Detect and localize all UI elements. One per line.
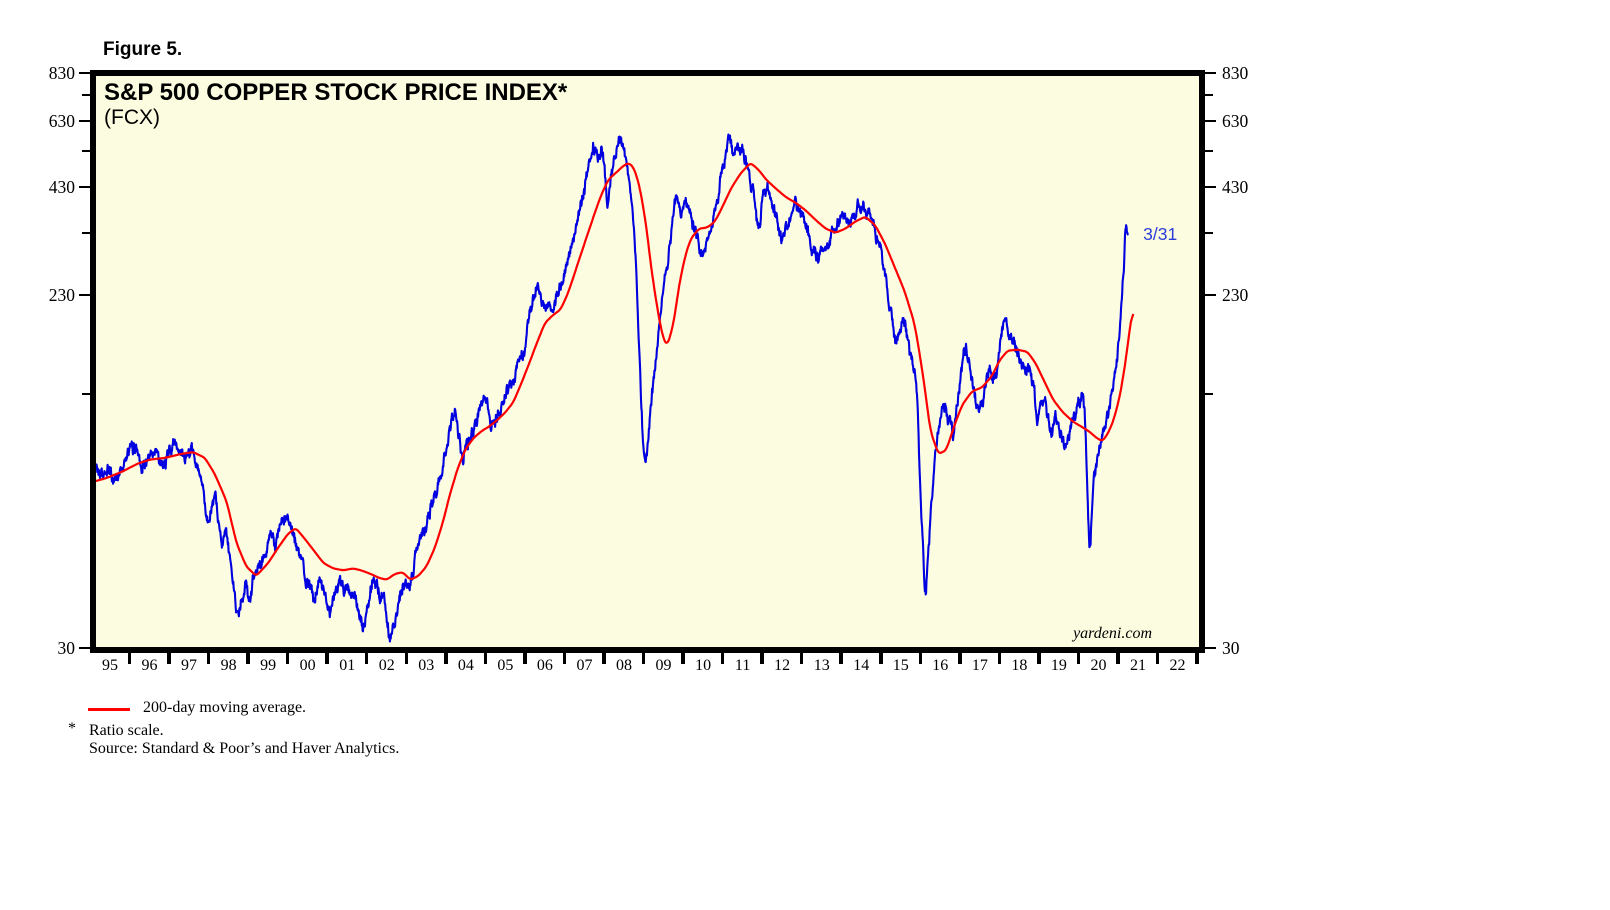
- x-axis-year-label: 14: [853, 657, 870, 674]
- y-axis-minor-tick: [82, 393, 90, 396]
- moving-average-line: [96, 162, 1135, 581]
- x-axis-year-label: 20: [1090, 657, 1107, 674]
- y-axis-tick: [79, 294, 90, 297]
- y-axis-tick: [79, 647, 90, 650]
- y-axis-label-left: 830: [48, 63, 75, 83]
- y-axis-label-right: 630: [1222, 110, 1249, 131]
- x-axis-year-label: 95: [101, 657, 118, 674]
- x-axis-year-label: 19: [1050, 657, 1067, 674]
- y-axis-tick: [1205, 119, 1216, 122]
- x-axis-year-label: 21: [1130, 657, 1146, 674]
- y-axis-minor-tick: [82, 149, 90, 152]
- x-axis-tick: [918, 653, 923, 664]
- y-axis-minor-tick: [1205, 393, 1213, 396]
- x-axis-tick: [602, 653, 606, 664]
- x-axis-year-label: 07: [576, 657, 593, 674]
- y-axis-minor-tick: [82, 94, 90, 97]
- y-axis-tick: [79, 72, 90, 75]
- x-axis-tick: [997, 653, 1002, 664]
- chart-title: S&P 500 COPPER STOCK PRICE INDEX*: [104, 79, 568, 106]
- x-axis-tick: [641, 653, 646, 664]
- x-axis-year-label: 13: [813, 657, 830, 674]
- footnote-source: Source: Standard & Poor’s and Haver Anal…: [89, 740, 400, 757]
- chart-subtitle: (FCX): [104, 106, 160, 129]
- y-axis-tick: [1205, 185, 1216, 189]
- chart-plot-area: [96, 133, 1135, 643]
- x-axis-year-label: 97: [181, 657, 198, 674]
- y-axis-tick: [79, 185, 90, 189]
- x-axis-tick: [1116, 653, 1120, 664]
- y-axis-minor-tick: [1205, 231, 1213, 234]
- y-axis-label-left: 230: [48, 285, 75, 306]
- y-axis-label-right: 830: [1222, 63, 1249, 83]
- x-axis-tick: [1155, 653, 1160, 664]
- x-axis-year-label: 00: [299, 657, 316, 674]
- figure-label: Figure 5.: [103, 39, 183, 60]
- x-axis-tick: [325, 653, 329, 664]
- x-axis-year-label: 05: [497, 657, 514, 674]
- x-axis-tick: [1195, 653, 1199, 664]
- yardeni-watermark: yardeni.com: [1073, 625, 1152, 642]
- x-axis-tick: [167, 653, 171, 664]
- x-axis-year-label: 17: [971, 657, 988, 674]
- x-axis-tick: [839, 653, 843, 664]
- y-axis-tick: [79, 119, 90, 122]
- x-axis-tick: [879, 653, 883, 664]
- x-axis-tick: [483, 653, 488, 664]
- x-axis-tick: [444, 653, 448, 664]
- x-axis-tick: [799, 653, 804, 664]
- x-axis-year-label: 18: [1011, 657, 1028, 674]
- x-axis-year-label: 22: [1169, 657, 1186, 674]
- y-axis-label-left: 430: [48, 176, 75, 197]
- x-axis-year-label: 04: [457, 657, 474, 674]
- x-axis-tick: [285, 653, 290, 664]
- x-axis-tick: [720, 653, 725, 664]
- x-axis-year-label: 09: [655, 657, 672, 674]
- x-axis-year-label: 08: [615, 657, 632, 674]
- y-axis-minor-tick: [82, 231, 90, 234]
- x-axis-year-label: 01: [339, 657, 356, 674]
- price-line: [96, 133, 1129, 643]
- x-axis-year-label: 98: [220, 657, 237, 674]
- footnote-ratio-scale: Ratio scale.: [89, 722, 164, 739]
- y-axis-label-right: 430: [1222, 176, 1249, 197]
- x-axis-tick: [681, 653, 685, 664]
- y-axis-tick: [1205, 647, 1216, 650]
- x-axis-tick: [364, 653, 369, 664]
- x-axis-tick: [562, 653, 567, 664]
- y-axis-minor-tick: [1205, 149, 1213, 152]
- x-axis-year-label: 99: [260, 657, 277, 674]
- x-axis-year-label: 16: [932, 657, 949, 674]
- y-axis-tick: [1205, 72, 1216, 75]
- legend-label: 200-day moving average.: [143, 699, 307, 716]
- y-axis-label-right: 30: [1222, 638, 1240, 659]
- x-axis-year-label: 15: [892, 657, 909, 674]
- footnote-asterisk: *: [68, 720, 76, 737]
- x-axis-year-label: 11: [734, 657, 751, 674]
- y-axis-label-right: 230: [1222, 285, 1249, 306]
- x-axis-tick: [1076, 653, 1081, 664]
- x-axis-tick: [523, 653, 527, 664]
- last-date-annotation: 3/31: [1143, 223, 1178, 244]
- x-axis-year-label: 96: [141, 657, 158, 674]
- y-axis-tick: [1205, 294, 1216, 297]
- x-axis-tick: [127, 653, 132, 664]
- y-axis-minor-tick: [1205, 94, 1213, 97]
- x-axis-tick: [760, 653, 764, 664]
- x-axis-year-label: 12: [774, 657, 791, 674]
- x-axis-tick: [958, 653, 962, 664]
- legend-line-swatch: [88, 708, 130, 711]
- y-axis-label-left: 30: [57, 638, 76, 659]
- x-axis-year-label: 02: [378, 657, 395, 674]
- x-axis-tick: [1037, 653, 1041, 664]
- y-axis-label-left: 630: [48, 110, 75, 131]
- x-axis-year-label: 03: [418, 657, 435, 674]
- x-axis-tick: [246, 653, 250, 664]
- x-axis-year-label: 06: [536, 657, 553, 674]
- x-axis-tick: [206, 653, 211, 664]
- x-axis-year-label: 10: [695, 657, 712, 674]
- x-axis-tick: [404, 653, 409, 664]
